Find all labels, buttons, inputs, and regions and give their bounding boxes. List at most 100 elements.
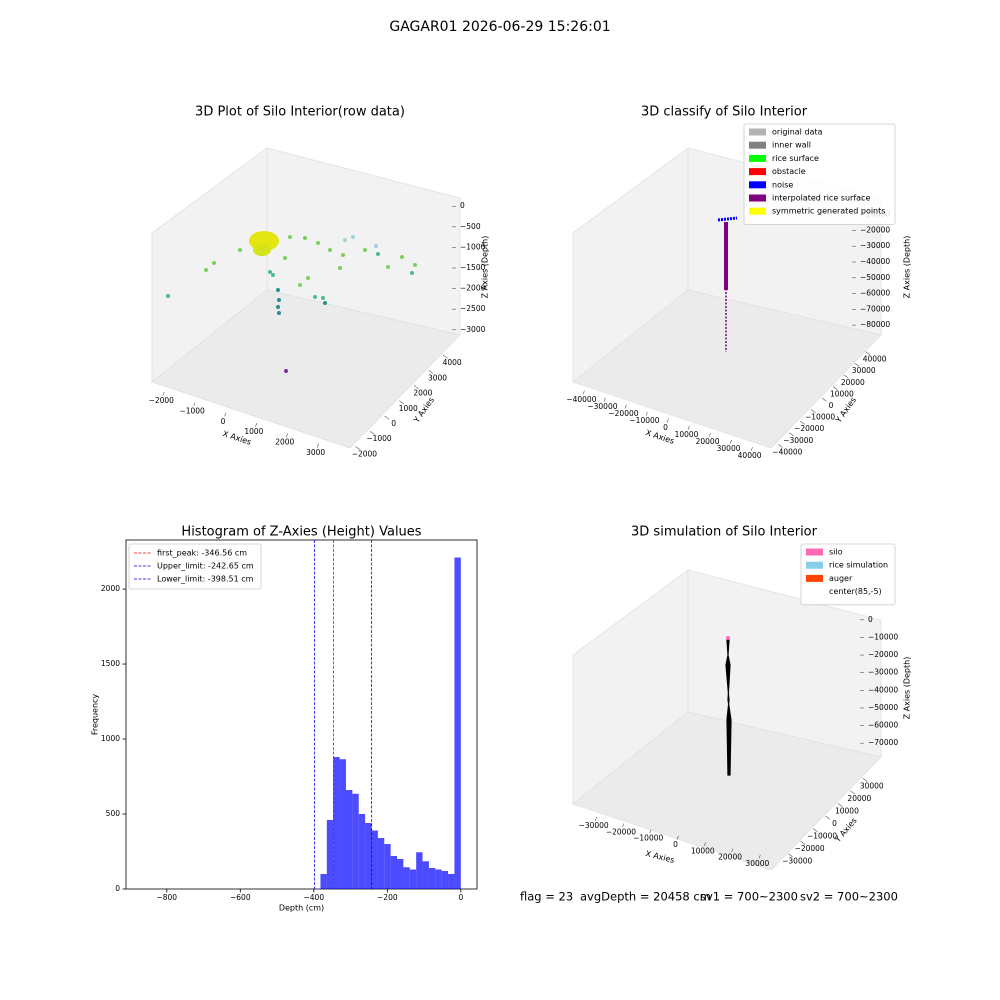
- y-tick: [865, 351, 871, 356]
- y-tick: [384, 415, 390, 420]
- y-tick-label: 2000: [101, 584, 120, 593]
- y-axis-label: Frequency: [91, 694, 100, 736]
- histogram-bar: [339, 759, 346, 889]
- x-tick-label: −600: [230, 893, 251, 902]
- x-tick-label: −800: [156, 893, 177, 902]
- y-tick-label: 10000: [835, 806, 859, 815]
- legend-label: symmetric generated points: [772, 207, 885, 216]
- y-tick: [788, 853, 793, 858]
- z-tick-label: −1500: [460, 263, 486, 272]
- y-tick-label: −40000: [772, 447, 802, 456]
- x-tick-label: 10000: [675, 430, 699, 439]
- y-tick-label: −10000: [805, 413, 835, 422]
- histogram-bar: [428, 868, 436, 889]
- histogram-bar: [358, 814, 366, 889]
- x-axis-label: X Axies: [645, 849, 676, 865]
- x-tick: [750, 447, 753, 451]
- y-tick-label: 0: [832, 819, 837, 828]
- x-tick: [193, 402, 196, 407]
- status-text: sv2 = 700~2300: [800, 890, 898, 904]
- x-tick: [704, 842, 707, 847]
- x-tick-label: −10000: [629, 416, 659, 425]
- z-tick-label: −60000: [868, 721, 898, 730]
- histogram-bar: [416, 852, 423, 889]
- pane-box: [572, 569, 882, 871]
- legend-label: Upper_limit: -242.65 cm: [157, 562, 254, 571]
- y-tick-label: 1000: [101, 734, 120, 743]
- histogram-bar: [345, 790, 353, 889]
- x-tick: [649, 829, 652, 834]
- x-tick-label: −400: [304, 893, 325, 902]
- z-tick-label: −20000: [868, 650, 898, 659]
- z-tick-label: 0: [460, 201, 465, 210]
- legend-box: [743, 123, 896, 225]
- x-tick-label: 2000: [275, 438, 294, 447]
- z-axis-label: Z Axies (Depth): [903, 657, 912, 720]
- legend-label: rice surface: [772, 154, 819, 163]
- y-tick: [850, 790, 856, 795]
- x-tick-label: −20000: [606, 827, 636, 836]
- legend-swatch: [749, 194, 766, 202]
- legend-label: center(85,-5): [829, 587, 882, 596]
- z-tick-label: −70000: [868, 738, 898, 747]
- x-tick-label: −10000: [633, 834, 663, 843]
- y-tick: [369, 430, 375, 435]
- y-tick: [428, 370, 434, 374]
- y-tick-label: 500: [106, 809, 121, 818]
- x-tick: [316, 443, 319, 448]
- y-tick: [812, 828, 818, 833]
- x-tick: [758, 854, 761, 859]
- y-tick-label: 0: [115, 884, 120, 893]
- z-tick-label: −500: [460, 222, 481, 231]
- classified-points: [717, 216, 738, 352]
- x-tick-label: 0: [221, 417, 226, 426]
- x-tick: [255, 423, 258, 427]
- z-tick-label: −20000: [860, 225, 890, 234]
- legend-label: interpolated rice surface: [772, 194, 870, 203]
- x-tick: [624, 404, 627, 409]
- chart-title: 3D classify of Silo Interior: [641, 105, 808, 120]
- y-tick: [800, 420, 805, 425]
- y-tick-label: −20000: [794, 424, 824, 433]
- legend-swatch: [806, 548, 823, 556]
- legend-swatch: [749, 154, 766, 162]
- x-tick-label: −40000: [566, 395, 596, 404]
- histogram-bar: [320, 874, 327, 889]
- y-tick: [821, 397, 827, 402]
- suptitle: GAGAR01 2026-06-29 15:26:01: [389, 19, 610, 35]
- z-tick-label: −60000: [860, 289, 890, 298]
- y-tick: [810, 409, 816, 414]
- histogram-bar: [441, 871, 449, 889]
- y-tick: [800, 840, 806, 845]
- y-tick: [832, 386, 838, 390]
- legend-label: inner wall: [772, 141, 811, 150]
- point-cloud: [166, 231, 417, 373]
- y-tick-label: −10000: [807, 832, 837, 841]
- legend-label: Lower_limit: -398.51 cm: [157, 575, 254, 584]
- z-tick-label: −10000: [868, 632, 898, 641]
- x-tick-label: 10000: [691, 846, 715, 855]
- x-tick: [708, 432, 711, 437]
- z-tick-label: −30000: [860, 241, 890, 250]
- x-tick-label: −200: [377, 893, 398, 902]
- x-tick: [594, 817, 597, 821]
- x-tick-label: −2000: [149, 396, 175, 405]
- histogram-bar: [397, 859, 404, 889]
- z-tick-label: −3000: [460, 325, 486, 334]
- y-tick: [837, 803, 843, 807]
- x-tick: [622, 823, 625, 828]
- z-tick-label: −50000: [860, 273, 890, 282]
- y-tick: [862, 778, 868, 782]
- y-tick-label: −1000: [366, 434, 392, 443]
- y-tick: [854, 362, 860, 367]
- y-tick-label: 30000: [852, 366, 876, 375]
- y-tick: [413, 385, 419, 389]
- y-tick: [843, 374, 849, 379]
- z-tick-label: −40000: [860, 257, 890, 266]
- legend-box: [128, 543, 262, 590]
- x-tick: [162, 391, 165, 396]
- histogram-bar: [403, 867, 410, 889]
- x-tick-label: −30000: [587, 402, 617, 411]
- legend-box: [800, 543, 896, 606]
- x-tick-label: −30000: [579, 821, 609, 830]
